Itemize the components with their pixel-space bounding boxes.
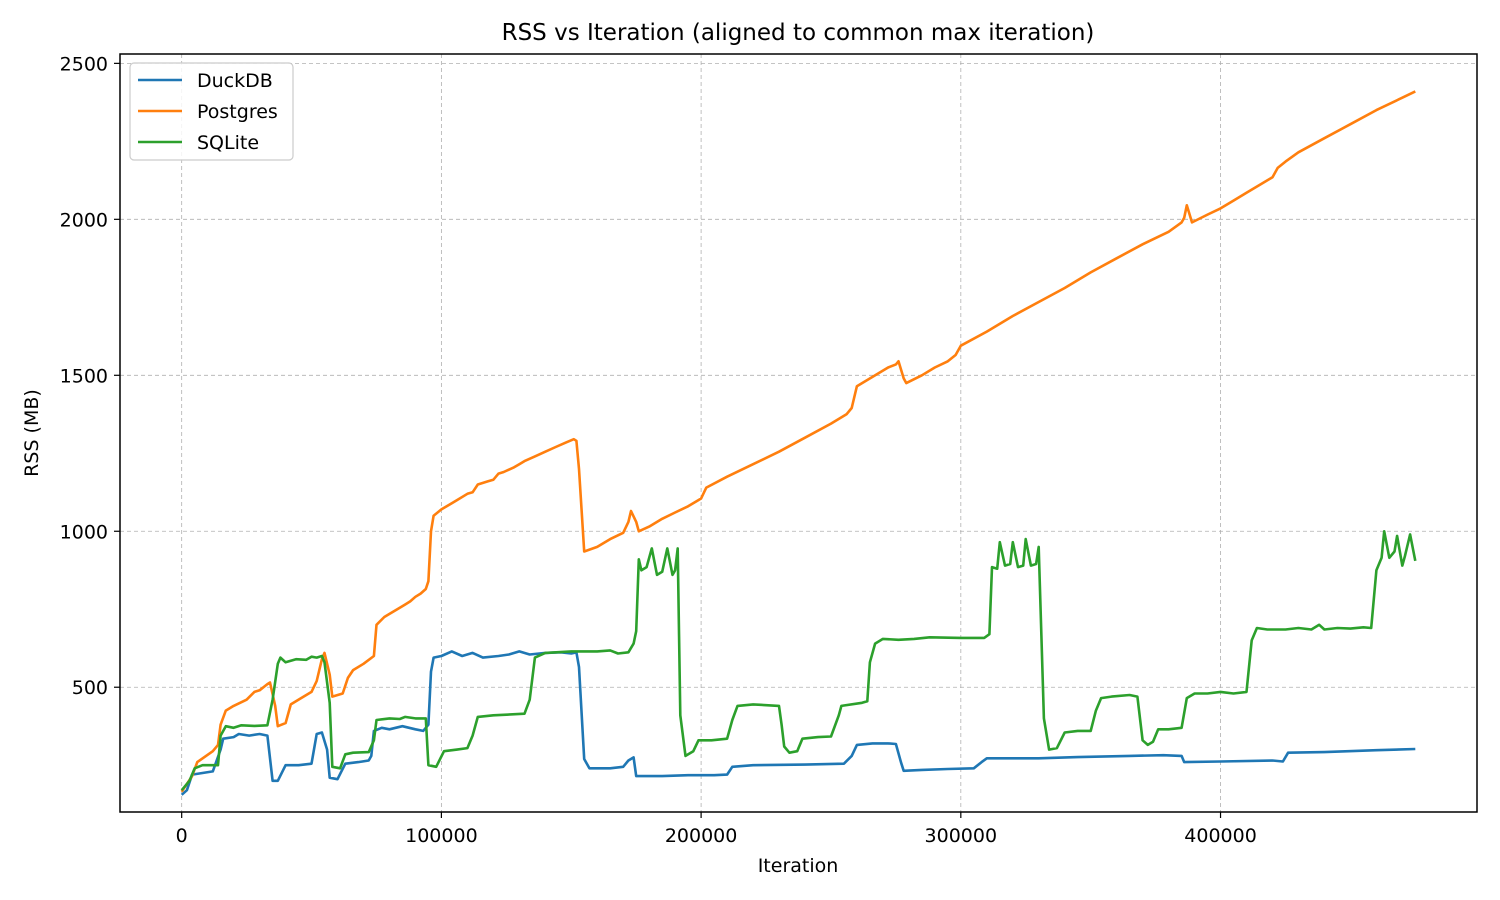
legend-box bbox=[129, 62, 294, 161]
legend: DuckDB Postgres SQLite bbox=[129, 62, 294, 161]
legend-label-sqlite: SQLite bbox=[197, 132, 259, 154]
x-tick-label: 200000 bbox=[665, 825, 738, 847]
x-tick-label: 300000 bbox=[925, 825, 998, 847]
legend-label-postgres: Postgres bbox=[197, 101, 278, 123]
x-axis-label: Iteration bbox=[758, 855, 839, 877]
legend-label-duckdb: DuckDB bbox=[197, 70, 273, 92]
series-line-duckdb bbox=[180, 650, 1416, 796]
y-tick-label: 2500 bbox=[60, 53, 108, 75]
x-axis: 0 100000 200000 300000 400000 bbox=[176, 812, 1257, 847]
plot-frame bbox=[119, 53, 1478, 813]
y-tick-label: 1500 bbox=[60, 365, 108, 387]
x-tick-label: 0 bbox=[176, 825, 188, 847]
y-tick-label: 2000 bbox=[60, 209, 108, 231]
chart-title: RSS vs Iteration (aligned to common max … bbox=[502, 20, 1095, 46]
grid-lines bbox=[120, 54, 1477, 812]
series-line-sqlite bbox=[180, 530, 1417, 792]
y-axis-label: RSS (MB) bbox=[21, 389, 43, 477]
x-tick-label: 100000 bbox=[405, 825, 478, 847]
y-tick-label: 1000 bbox=[60, 521, 108, 543]
x-tick-label: 400000 bbox=[1184, 825, 1257, 847]
series-line-postgres bbox=[180, 90, 1416, 793]
y-tick-label: 500 bbox=[72, 677, 108, 699]
y-axis: 500 1000 1500 2000 2500 bbox=[60, 53, 120, 699]
plot-area bbox=[180, 90, 1417, 796]
